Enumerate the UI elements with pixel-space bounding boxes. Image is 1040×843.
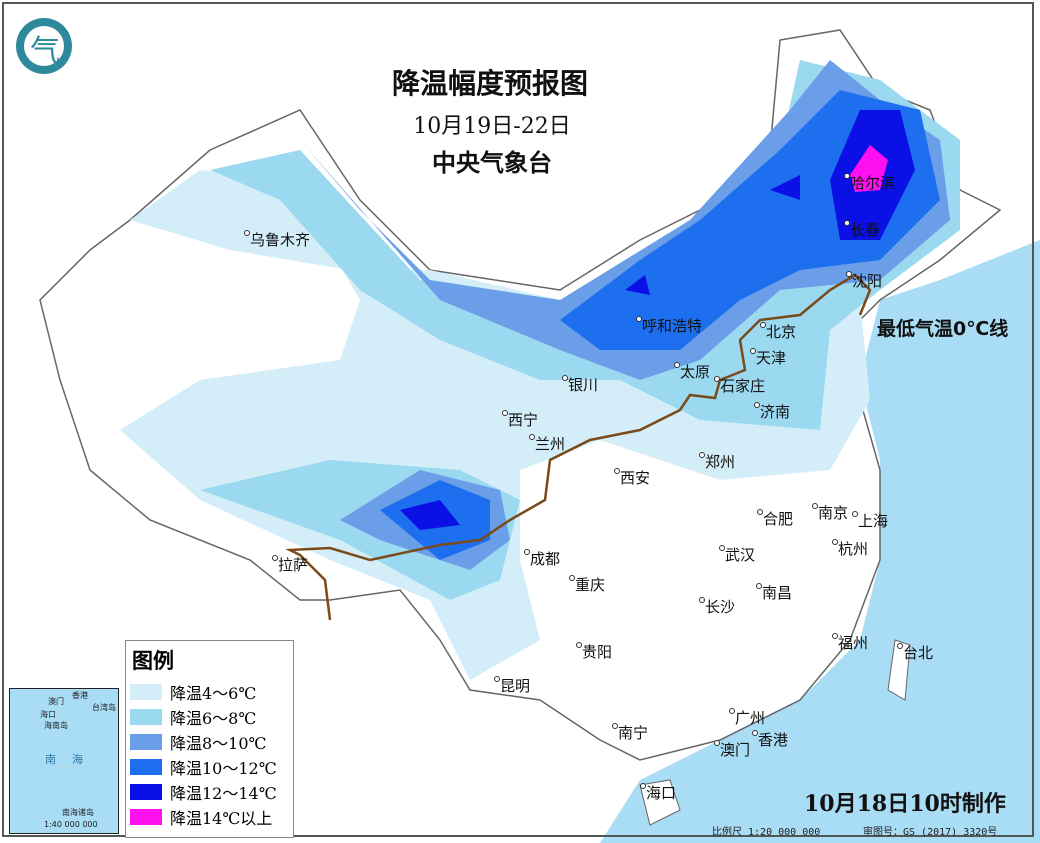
city-label: 北京 <box>759 322 797 341</box>
city-label: 澳门 <box>713 740 751 759</box>
legend-swatch <box>130 733 162 750</box>
legend: 图例 降温4～6℃ 降温6～8℃ 降温8～10℃ 降温10～12℃ 降温12～14℃ 降温… <box>125 640 294 838</box>
city-label: 太原 <box>673 362 711 381</box>
city-label: 昆明 <box>493 676 531 695</box>
legend-label: 降温4～6℃ <box>170 683 257 703</box>
taiwan <box>887 639 911 701</box>
city-label: 福州 <box>831 633 869 652</box>
scale-text: 比例尺 1:20 000 000 <box>712 827 821 838</box>
city-label: 济南 <box>753 402 791 421</box>
city-label: 香港 <box>751 730 789 749</box>
legend-item: 降温4～6℃ <box>130 679 293 704</box>
city-label: 哈尔滨 <box>843 173 896 192</box>
city-label: 贵阳 <box>575 642 613 661</box>
zero-line-label: 最低气温0℃线 <box>877 318 1009 340</box>
legend-swatch <box>130 783 162 800</box>
city-label: 南宁 <box>611 723 649 742</box>
zero-degree-line <box>285 273 872 621</box>
legend-swatch <box>130 758 162 775</box>
cma-logo: 气 <box>16 18 72 74</box>
legend-swatch <box>130 683 162 700</box>
city-label: 长春 <box>843 220 881 239</box>
city-label: 郑州 <box>698 452 736 471</box>
made-time: 10月18日10时制作 <box>804 791 1006 817</box>
city-label: 南昌 <box>755 583 793 602</box>
city-label: 重庆 <box>568 575 606 594</box>
inset-label: 澳门 <box>48 697 64 706</box>
approval-number: 审图号：GS (2017) 3320号 <box>863 827 998 838</box>
inset-label: 海南岛 <box>44 721 68 730</box>
legend-label: 降温6～8℃ <box>170 708 257 728</box>
city-label: 海口 <box>639 783 677 802</box>
legend-title: 图例 <box>132 649 174 673</box>
city-label: 乌鲁木齐 <box>243 230 311 249</box>
map-agency: 中央气象台 <box>432 148 552 177</box>
legend-item: 降温12～14℃ <box>130 779 293 804</box>
sea <box>600 240 1040 843</box>
inset-label: 海 <box>72 753 83 766</box>
city-label: 沈阳 <box>845 271 883 290</box>
inset-label: 南海诸岛 <box>62 808 94 817</box>
city-label: 长沙 <box>698 597 736 616</box>
legend-swatch <box>130 808 162 825</box>
map-dates: 10月19日-22日 <box>413 114 571 139</box>
legend-item: 降温14℃以上 <box>130 804 293 829</box>
hainan <box>639 779 681 826</box>
legend-swatch <box>130 708 162 725</box>
city-label: 呼和浩特 <box>635 316 703 335</box>
inset-label: 台湾岛 <box>92 703 116 712</box>
city-label: 上海 <box>851 511 889 530</box>
city-label: 兰州 <box>528 434 566 453</box>
city-label: 杭州 <box>831 539 869 558</box>
city-label: 天津 <box>749 348 787 367</box>
city-label: 西安 <box>613 468 651 487</box>
city-label: 广州 <box>728 708 766 727</box>
legend-label: 降温12～14℃ <box>170 783 277 803</box>
inset-scale: 1:40 000 000 <box>44 820 98 829</box>
city-label: 石家庄 <box>713 376 766 395</box>
legend-label: 降温8～10℃ <box>170 733 267 753</box>
zone-14-plus <box>850 145 888 192</box>
south-china-sea-inset: 香港 澳门 台湾岛 海口 海南岛 南 海 南海诸岛 1:40 000 000 <box>9 688 119 834</box>
inset-label: 香港 <box>72 691 88 700</box>
zone-12-14 <box>400 110 915 530</box>
city-label: 武汉 <box>718 545 756 564</box>
legend-label: 降温14℃以上 <box>170 808 273 828</box>
city-label: 拉萨 <box>271 555 309 574</box>
legend-item: 降温10～12℃ <box>130 754 293 779</box>
zone-10-12 <box>380 90 940 560</box>
legend-label: 降温10～12℃ <box>170 758 277 778</box>
city-label: 西宁 <box>501 410 539 429</box>
inset-label: 海口 <box>40 710 56 719</box>
map-title: 降温幅度预报图 <box>391 67 588 100</box>
legend-item: 降温6～8℃ <box>130 704 293 729</box>
city-label: 成都 <box>523 549 561 568</box>
city-label: 南京 <box>811 503 849 522</box>
city-label: 台北 <box>896 643 934 662</box>
legend-item: 降温8～10℃ <box>130 729 293 754</box>
inset-label: 南 <box>45 753 56 766</box>
city-label: 合肥 <box>756 509 794 528</box>
city-label: 银川 <box>561 375 599 394</box>
